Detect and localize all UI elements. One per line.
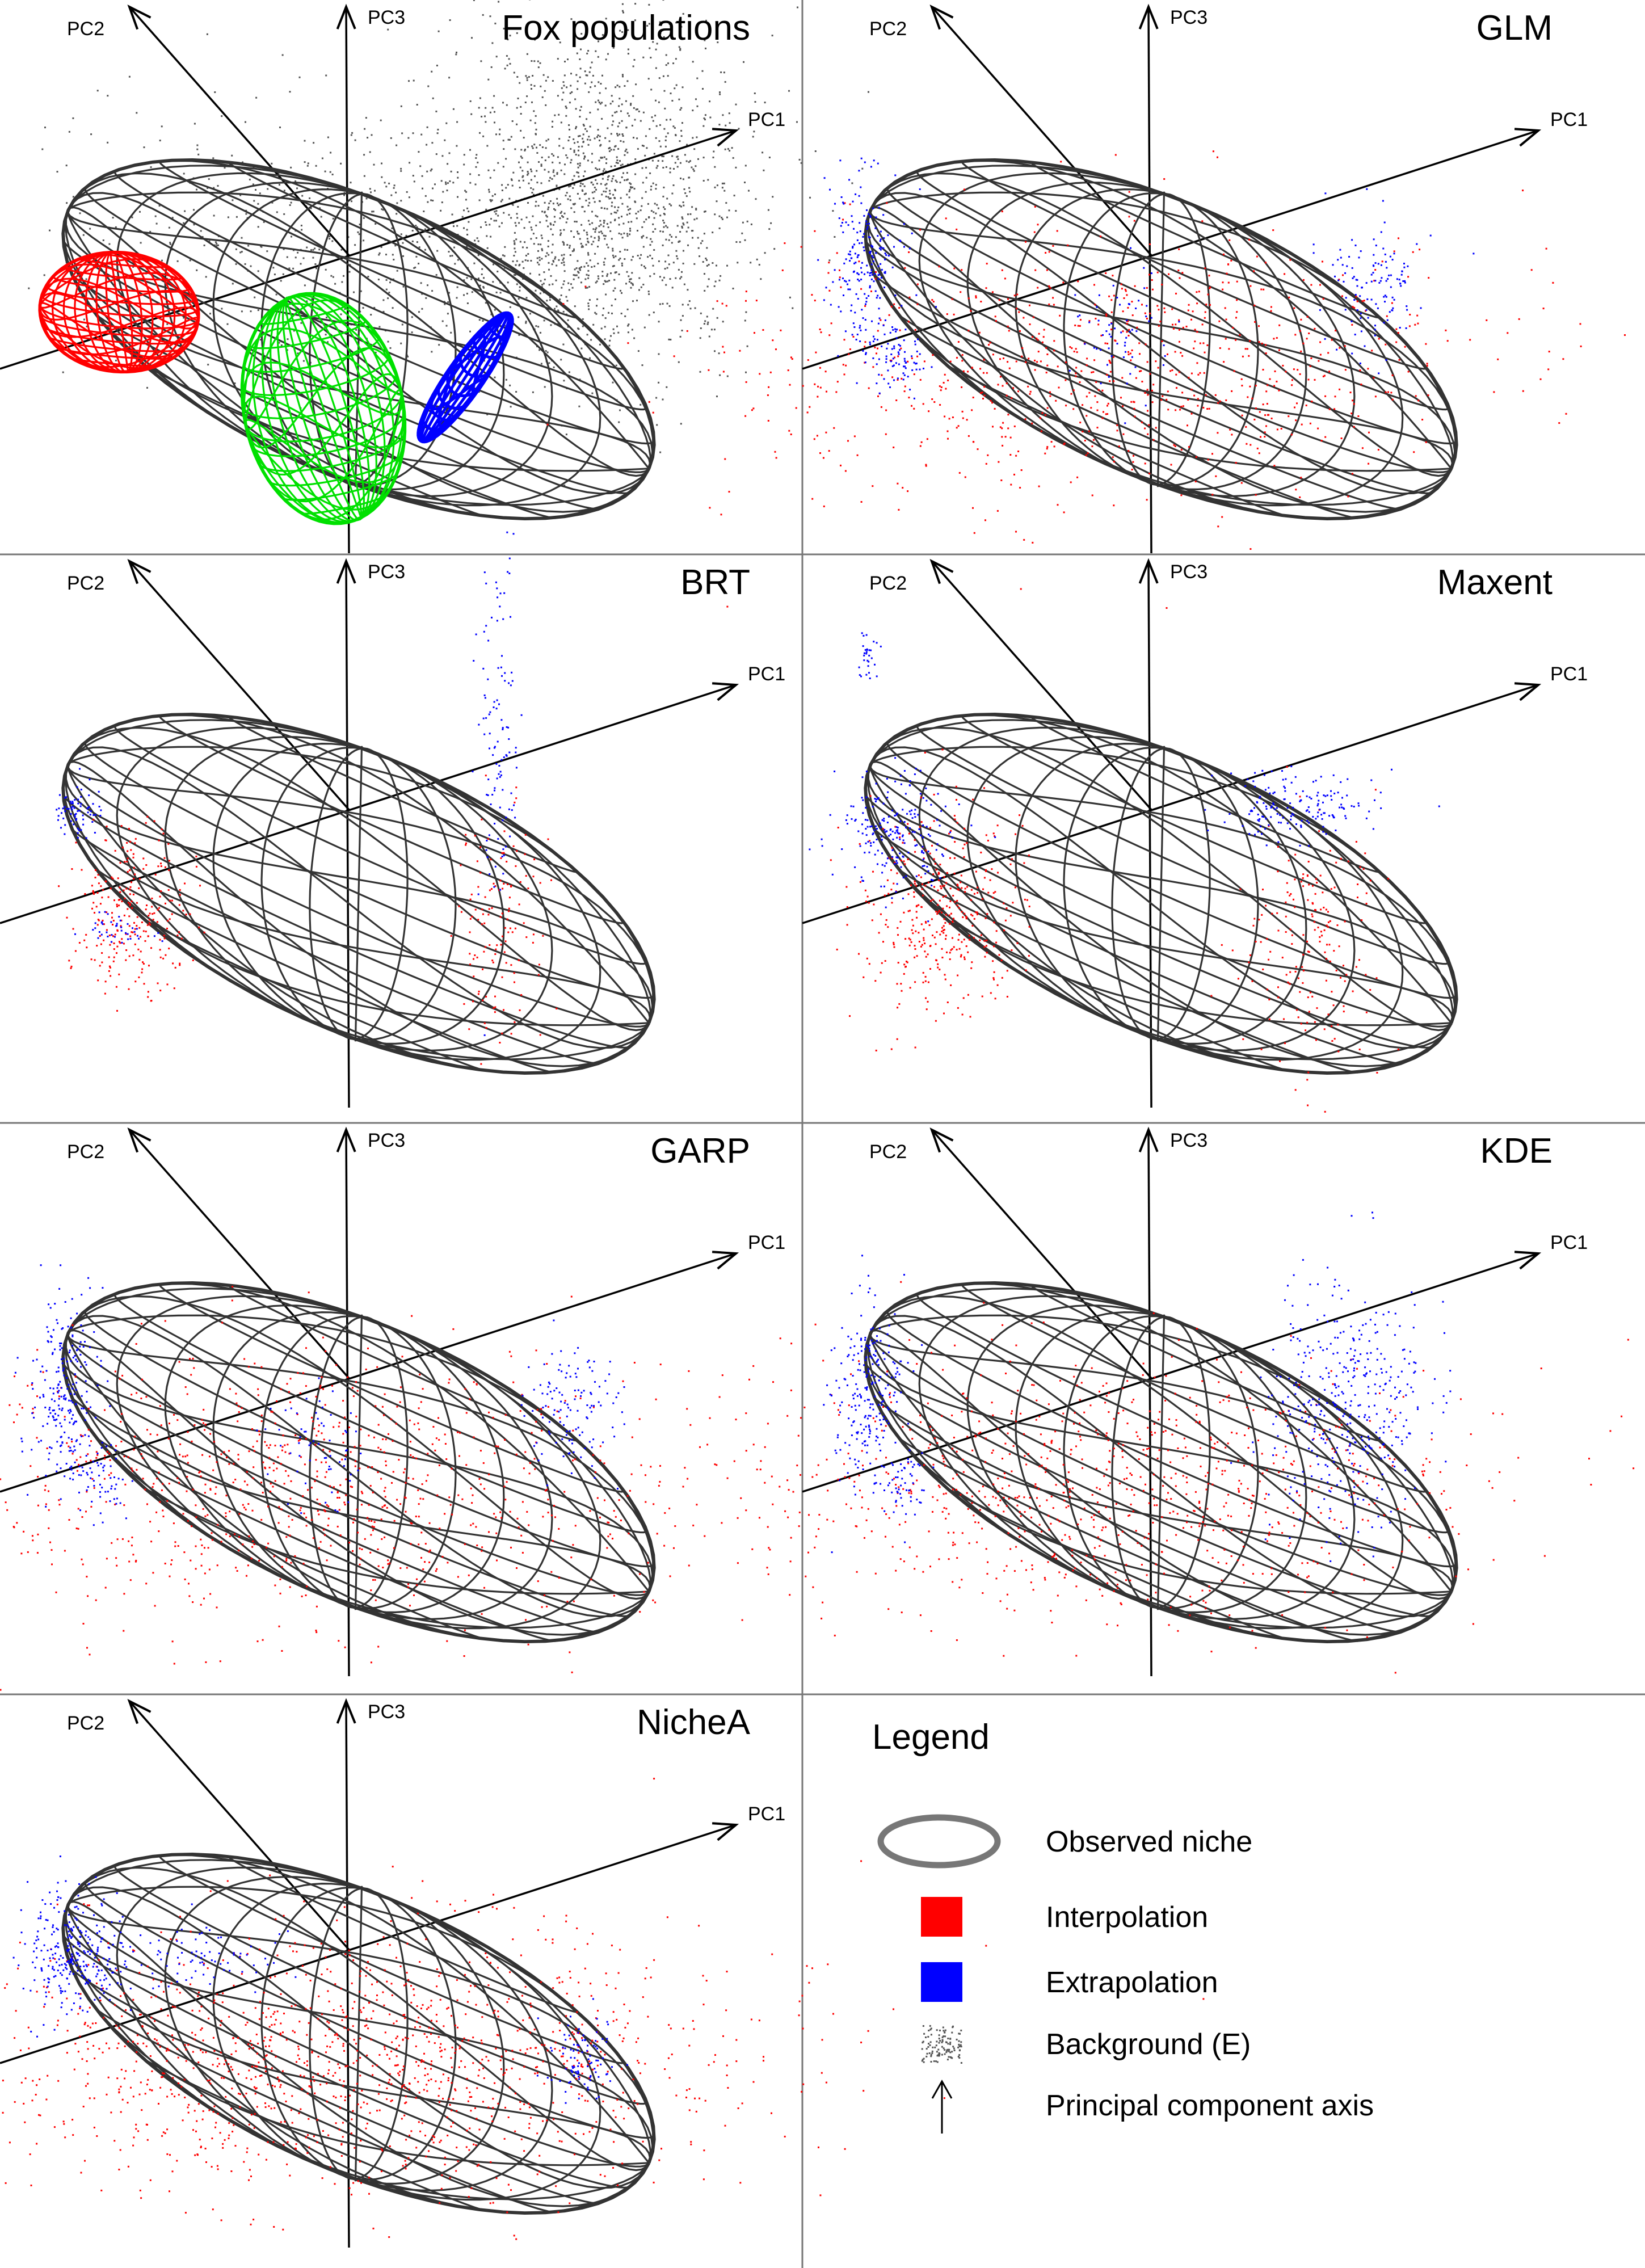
panel-brt: PC3 PC2 PC1 BRT [0,531,785,1108]
pc3-label: PC3 [368,1701,405,1723]
extrapolation-points [1068,247,1180,424]
pc1-label: PC1 [1550,663,1588,685]
pc2-label: PC2 [869,1141,907,1163]
extrapolation-points [56,768,102,839]
interpolation-points [546,150,1626,609]
extrapolation-points [823,1255,923,1554]
niche-wireframe [38,250,200,374]
niche-wireframe [61,1281,656,1643]
pc3-label: PC3 [368,561,405,583]
legend-items: Observed niche Interpolation Extrapolation… [877,1814,1374,2134]
legend-item-interpolation: Interpolation [921,1897,1208,1937]
extrapolation-points [472,531,523,1036]
niche-wireframe [864,1281,1458,1643]
niche-wireframe [864,158,1458,520]
niche-wireframe [864,713,1458,1075]
panel-garp: PC3 PC2 PC1 GARP [0,1126,916,1780]
interpolation-points [2,1860,1205,2240]
niche-wireframe [61,1853,656,2215]
pc1-label: PC1 [748,663,785,685]
niche-wireframe [240,292,407,525]
niche-wireframe [61,713,656,1075]
panel-maxent: PC3 PC2 PC1 Maxent [802,558,1588,1113]
extrapolation-points [57,1903,297,2011]
pc1-label: PC1 [748,109,785,131]
pc2-label: PC2 [869,573,907,594]
legend-label: Extrapolation [1046,1966,1218,1999]
panel-fox: PC3 PC2 PC1 Fox populations [0,0,874,554]
extrapolation-points [858,632,882,679]
pc3-label: PC3 [1170,561,1208,583]
interpolation-points [58,815,205,1012]
pc1-label: PC1 [1550,1232,1588,1253]
legend-label: Observed niche [1046,1825,1252,1858]
legend-title: Legend [872,1718,990,1757]
extrapolation-points [876,306,937,399]
axis-arrow-swatch [931,2079,953,2134]
panel-title: GARP [650,1131,750,1171]
legend-item-pc-axis: Principal component axis [931,2079,1374,2134]
pc2-label: PC2 [67,1141,104,1163]
extrapolation-points [872,1449,935,1543]
extrapolation-points [1204,765,1440,847]
legend-item-background: Background (E) [921,2025,1251,2064]
extrapolation-points [536,1998,628,2104]
pc2-label: PC2 [67,1712,104,1734]
interpolation-points [464,1281,1635,1674]
pc2-label: PC2 [67,18,104,40]
observed-niche-swatch [877,1814,1001,1869]
extrapolation-points [12,1855,132,2038]
extrapolation-points [1312,188,1475,375]
legend: Legend Observed niche Interpolation Extrap… [872,1718,1374,2134]
pc1-label: PC1 [748,1803,785,1825]
extrapolation-points [520,1319,625,1490]
panel-title: BRT [680,563,750,602]
legend-label: Interpolation [1046,1901,1208,1934]
panel-title: KDE [1480,1131,1553,1171]
pc1-label: PC1 [748,1232,785,1253]
extrapolation-points [14,1264,111,1508]
pc2-label: PC2 [869,18,907,40]
extrapolation-points [817,157,921,394]
pc3-label: PC3 [1170,7,1208,28]
interpolation-swatch [921,1897,962,1937]
panel-title: NicheA [637,1703,751,1742]
interpolation-points [830,748,1030,1051]
panel-kde: PC3 PC2 PC1 KDE [464,1126,1635,1677]
background-points [28,33,874,426]
interpolation-points [0,1286,916,1780]
pc3-label: PC3 [368,1130,405,1151]
panel-glm: PC3 PC2 PC1 GLM [546,3,1626,609]
legend-item-extrapolation: Extrapolation [921,1962,1218,2002]
legend-item-observed-niche: Observed niche [877,1814,1252,1869]
pc3-label: PC3 [1170,1130,1208,1151]
pc2-label: PC2 [67,573,104,594]
extrapolation-points [809,757,996,923]
niche-wireframe [416,311,514,444]
pc3-label: PC3 [368,7,405,28]
extrapolation-points [256,1377,362,1514]
panel-title: Maxent [1437,563,1553,602]
legend-label: Background (E) [1046,2028,1251,2061]
extrapolation-points [65,1441,133,1526]
panel-title: GLM [1476,9,1553,48]
panel-nichea: PC3 PC2 PC1 NicheA [0,1698,1205,2248]
panel-title: Fox populations [502,9,750,48]
legend-label: Principal component axis [1046,2089,1374,2122]
niche-wireframe [61,158,656,520]
background-swatch [921,2025,962,2064]
pc1-label: PC1 [1550,109,1588,131]
interpolation-points [450,775,558,1065]
extrapolation-points [74,911,163,944]
interpolation-points [1210,766,1399,1113]
extrapolation-swatch [921,1962,962,2002]
extrapolation-points [1230,1211,1452,1562]
